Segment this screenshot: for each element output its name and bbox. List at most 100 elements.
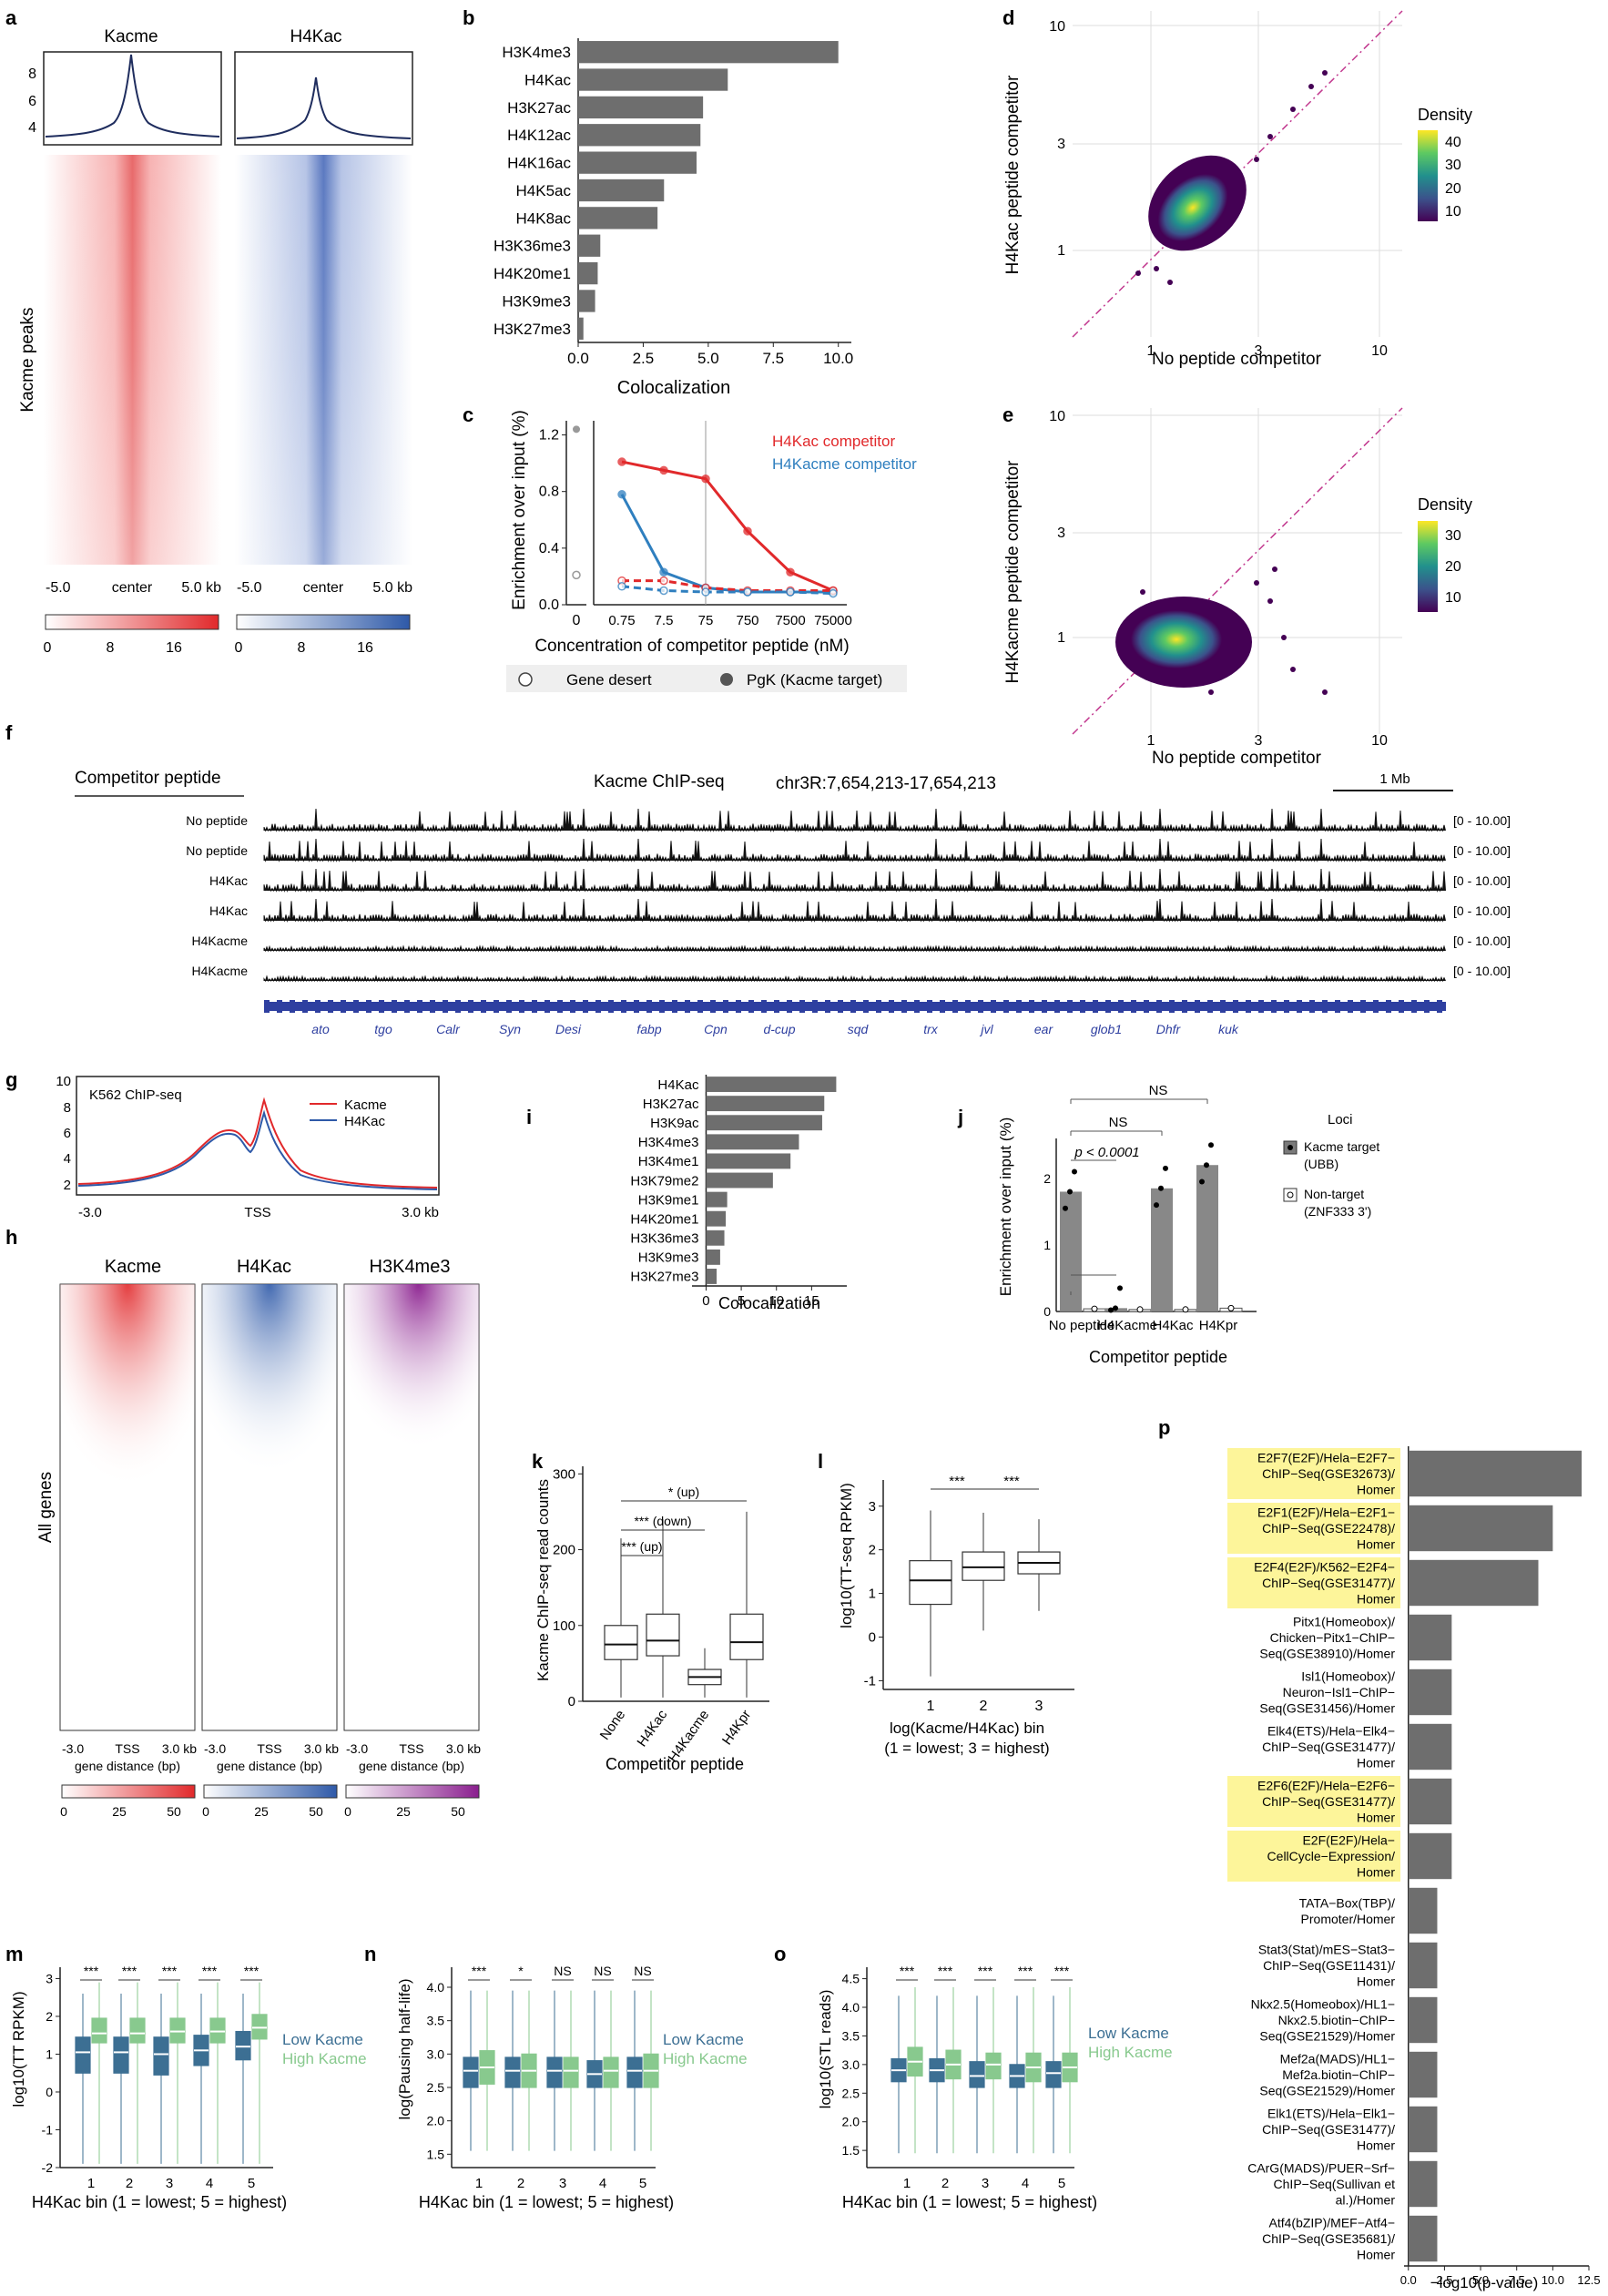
box <box>1045 2061 1062 2088</box>
profile-line-kacme <box>77 1097 438 1189</box>
panel-a: a Kacme H4Kac 8 6 4 Kacme peaks -5.0 cen… <box>5 6 413 656</box>
category-label: H3K27me3 <box>494 321 571 338</box>
gene-label: d-cup <box>763 1022 795 1036</box>
sig-label: *** <box>900 1964 915 1978</box>
y-tick: 4 <box>64 1151 71 1167</box>
gene-block <box>1271 1000 1277 1013</box>
data-point <box>1067 1189 1073 1195</box>
category-label: CArG(MADS)/PUER−Srf− <box>1247 2161 1395 2176</box>
heatmap-h3k4me3 <box>344 1284 479 1521</box>
bar <box>578 261 598 285</box>
x-tick: 3 <box>982 2176 989 2191</box>
x-tick: 10.0 <box>1542 2273 1564 2287</box>
gene-block <box>1437 1000 1442 1013</box>
gene-block <box>595 1000 601 1013</box>
x-axis-label: gene distance (bp) <box>217 1759 322 1773</box>
gene-block <box>544 1000 550 1013</box>
gene-block <box>353 1000 359 1013</box>
x-axis-label: Colocalization <box>718 1294 820 1312</box>
x-tick: 0 <box>573 613 581 628</box>
y-tick: 2 <box>64 1178 71 1193</box>
legend-title: Density <box>1418 106 1472 124</box>
legend-high: High Kacme <box>1088 2044 1173 2061</box>
y-tick: 2.5 <box>842 2086 860 2100</box>
y-axis-label: log10(STL reads) <box>817 1990 834 2109</box>
category-label: Homer <box>1357 1537 1395 1552</box>
bar <box>706 1153 791 1169</box>
y-tick: 6 <box>64 1126 71 1141</box>
category-label: H3K9me3 <box>502 292 571 310</box>
x-tick: 7.5 <box>762 350 784 367</box>
track-label: No peptide <box>186 813 248 828</box>
y-tick: 1.5 <box>427 2147 445 2161</box>
gene-block <box>1220 1000 1226 1013</box>
category-label: Homer <box>1357 2138 1395 2153</box>
cb-tick: 25 <box>254 1804 269 1819</box>
gene-block <box>1424 1000 1430 1013</box>
data-point <box>659 586 668 596</box>
gene-block <box>991 1000 996 1013</box>
category-label: Homer <box>1357 2248 1395 2262</box>
panel-letter: o <box>774 1943 786 1965</box>
panel-h: h Kacme H4Kac H3K4me3 All genes -3.0 TSS… <box>5 1226 481 1819</box>
gene-block <box>1093 1000 1098 1013</box>
gene-block <box>1360 1000 1366 1013</box>
density-colorbar <box>1418 521 1438 612</box>
data-point <box>786 567 795 577</box>
box <box>546 2056 563 2088</box>
y-tick: 2 <box>46 2009 53 2024</box>
gene-block <box>876 1000 881 1013</box>
legend-h4kac: H4Kac <box>344 1114 386 1129</box>
bar <box>578 41 839 64</box>
x-tick: 3 <box>1035 1699 1043 1714</box>
x-tick: 5 <box>738 1293 745 1309</box>
series-line <box>620 494 833 594</box>
track-signal <box>263 868 1446 893</box>
sig-label: NS <box>1149 1083 1168 1098</box>
gene-block <box>1284 1000 1289 1013</box>
x-tick: 10 <box>768 1293 784 1309</box>
bar <box>706 1134 799 1150</box>
legend-item: (UBB) <box>1304 1157 1338 1171</box>
y-axis-label: log10(TT-seq RPKM) <box>838 1483 855 1628</box>
y-tick: 3 <box>869 1499 876 1515</box>
category-label: Seq(GSE21529)/Homer <box>1259 2084 1395 2098</box>
gene-block <box>264 1000 270 1013</box>
bar <box>706 1172 773 1189</box>
x-tick: 5.0 <box>697 350 719 367</box>
y-axis-label: log(Pausing half-life) <box>396 1979 413 2120</box>
cb-tick: 50 <box>309 1804 323 1819</box>
category-label: Pitx1(Homeobox)/ <box>1293 1615 1395 1629</box>
x-tick: 2 <box>980 1699 988 1714</box>
bar <box>706 1230 725 1246</box>
x-tick: 7500 <box>775 613 805 628</box>
category-label: H4K5ac <box>516 182 572 199</box>
data-point <box>617 457 626 466</box>
sig-label: *** <box>1003 1474 1020 1489</box>
track-signal <box>263 944 1446 953</box>
cb-tick: 50 <box>451 1804 465 1819</box>
category-label: H3K79me2 <box>630 1173 698 1189</box>
x-tick: 1 <box>1147 343 1155 359</box>
gene-label: ear <box>1034 1022 1054 1036</box>
category-label: E2F1(E2F)/Hela−E2F1− <box>1257 1505 1395 1520</box>
x-axis-label: H4Kac bin (1 = lowest; 5 = highest) <box>419 2193 674 2211</box>
cb-tick: 20 <box>1445 181 1461 197</box>
y-tick: 4.5 <box>842 1972 860 1986</box>
gene-block <box>1105 1000 1111 1013</box>
x-axis-label: H4Kac bin (1 = lowest; 5 = highest) <box>842 2193 1097 2211</box>
gene-block <box>557 1000 563 1013</box>
x-tick: -3.0 <box>62 1741 84 1756</box>
category-label: ChIP−Seq(GSE31477)/ <box>1262 2122 1395 2137</box>
gene-block <box>481 1000 486 1013</box>
panel-m: m log10(TT RPKM) H4Kac bin (1 = lowest; … <box>5 1943 367 2211</box>
gene-block <box>1182 1000 1187 1013</box>
data-point <box>1158 1185 1164 1191</box>
track-title: Kacme ChIP-seq <box>594 772 725 791</box>
box <box>626 2056 643 2088</box>
gene-block <box>290 1000 295 1013</box>
gene-block <box>825 1000 830 1013</box>
legend-low: Low Kacme <box>663 2031 744 2048</box>
y-axis-label: log10(TT RPKM) <box>10 1991 27 2107</box>
gene-label: jvl <box>979 1022 993 1036</box>
